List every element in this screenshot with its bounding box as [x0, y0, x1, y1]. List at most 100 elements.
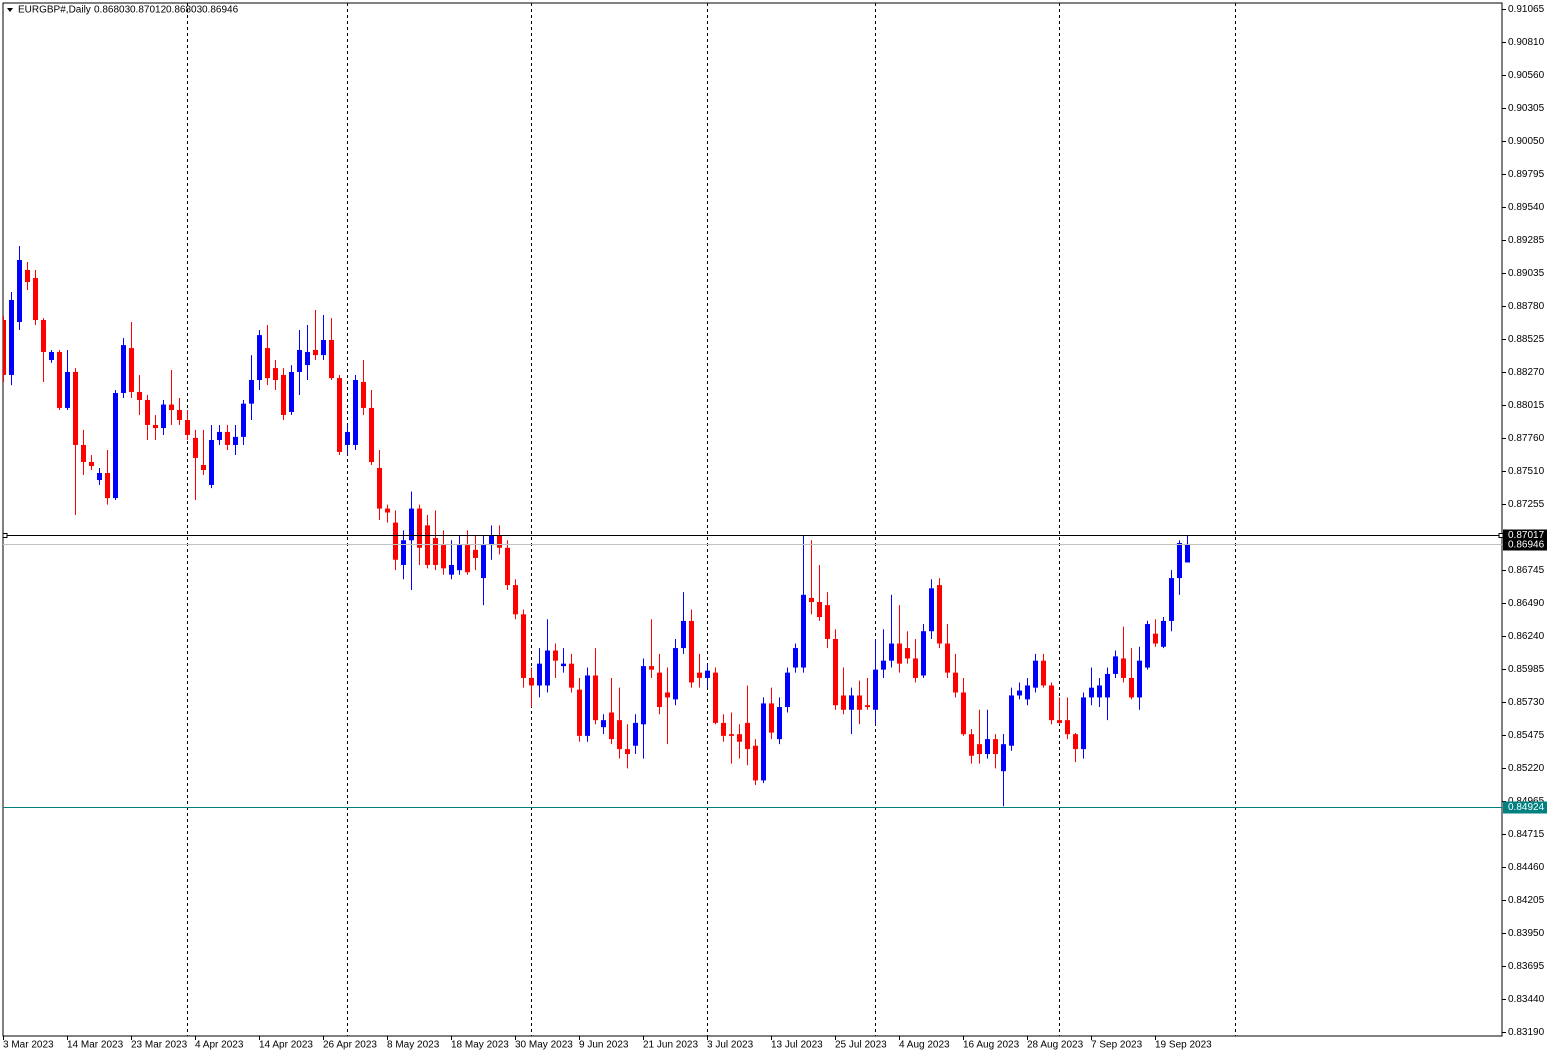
candle-body — [425, 525, 430, 565]
candle-body — [1161, 620, 1166, 647]
candle-body — [913, 658, 918, 678]
x-tick-label: 26 Apr 2023 — [323, 1040, 377, 1051]
x-tick-label: 8 May 2023 — [387, 1040, 440, 1051]
candle-body — [689, 620, 694, 683]
candle-body — [401, 540, 406, 565]
y-tick-label: 0.87255 — [1508, 499, 1545, 510]
y-tick-label: 0.84715 — [1508, 829, 1545, 840]
candle-body — [177, 410, 182, 421]
candle-body — [1097, 685, 1102, 698]
candle-body — [97, 473, 102, 481]
y-tick-label: 0.86490 — [1508, 598, 1545, 609]
candle-body — [633, 722, 638, 746]
candle-body — [601, 720, 606, 728]
candle-body — [801, 594, 806, 668]
y-tick-label: 0.85220 — [1508, 763, 1545, 774]
candle-body — [673, 648, 678, 700]
candle-body — [249, 380, 254, 404]
candle-body — [953, 672, 958, 693]
x-tick-label: 14 Apr 2023 — [259, 1040, 313, 1051]
candle-body — [153, 424, 158, 429]
candle-body — [777, 707, 782, 740]
candle-body — [1145, 624, 1150, 668]
candle-body — [841, 695, 846, 710]
candle-body — [969, 734, 974, 756]
candle-body — [937, 585, 942, 644]
candle-body — [1153, 633, 1158, 644]
candle-body — [433, 538, 438, 565]
candle-body — [1001, 744, 1006, 772]
candle-body — [1065, 720, 1070, 735]
candle-body — [793, 648, 798, 668]
candle-body — [121, 345, 126, 394]
candle-body — [145, 400, 150, 425]
candle-body — [1137, 660, 1142, 698]
y-tick-label: 0.88270 — [1508, 367, 1545, 378]
candle-body — [905, 648, 910, 659]
candle-body — [385, 508, 390, 513]
y-tick-label: 0.86745 — [1508, 565, 1545, 576]
x-tick-label: 21 Jun 2023 — [643, 1040, 698, 1051]
candle-body — [929, 588, 934, 632]
candle-body — [625, 749, 630, 755]
candle-body — [729, 734, 734, 736]
candle-body — [681, 620, 686, 649]
candle-body — [1073, 734, 1078, 750]
candle-body — [881, 660, 886, 670]
candle-body — [513, 585, 518, 615]
candle-body — [1121, 658, 1126, 678]
candle-body — [193, 437, 198, 458]
candle-body — [1129, 677, 1134, 698]
candle-body — [161, 404, 166, 429]
candle-body — [3, 320, 6, 375]
candle-body — [825, 605, 830, 639]
y-tick-label: 0.87510 — [1508, 466, 1545, 477]
bid-label: 0.86946 — [1508, 540, 1545, 551]
x-tick-label: 4 Aug 2023 — [899, 1040, 950, 1051]
candle-body — [353, 380, 358, 445]
y-tick-label: 0.85730 — [1508, 697, 1545, 708]
line-handle — [1498, 533, 1504, 538]
candle-body — [33, 278, 38, 321]
candle-body — [721, 722, 726, 736]
candle-body — [41, 320, 46, 352]
candle-body — [57, 351, 62, 408]
y-tick-label: 0.87760 — [1508, 433, 1545, 444]
candle-body — [1033, 660, 1038, 688]
candle-body — [985, 739, 990, 755]
candle-body — [361, 381, 366, 408]
candle-body — [89, 461, 94, 466]
candle-body — [65, 371, 70, 408]
x-tick-label: 19 Sep 2023 — [1155, 1040, 1212, 1051]
header-low: 0.86803 — [166, 5, 203, 16]
y-tick-label: 0.89795 — [1508, 169, 1545, 180]
x-tick-label: 9 Jun 2023 — [579, 1040, 629, 1051]
candle-body — [201, 464, 206, 471]
x-tick-label: 25 Jul 2023 — [835, 1040, 887, 1051]
y-tick-label: 0.85475 — [1508, 730, 1545, 741]
candle-body — [857, 695, 862, 710]
menu-triangle[interactable] — [7, 8, 13, 12]
x-tick-label: 3 Mar 2023 — [3, 1040, 54, 1051]
y-tick-label: 0.84460 — [1508, 862, 1545, 873]
candle-body — [137, 391, 142, 401]
candle-body — [521, 614, 526, 678]
candle-body — [593, 675, 598, 721]
candle-body — [233, 436, 238, 445]
candle-body — [73, 371, 78, 445]
candle-body — [105, 473, 110, 499]
candle-body — [305, 351, 310, 366]
candle-body — [257, 335, 262, 381]
plot-frame — [2, 2, 1503, 1037]
candle-body — [313, 350, 318, 356]
candle-body — [641, 666, 646, 725]
candle-body — [209, 440, 214, 485]
candle-body — [393, 522, 398, 560]
y-tick-label: 0.83950 — [1508, 928, 1545, 939]
candle-body — [753, 745, 758, 781]
candle-body — [545, 650, 550, 686]
candle-body — [217, 431, 222, 441]
y-tick-label: 0.83440 — [1508, 994, 1545, 1005]
candle-body — [1017, 690, 1022, 696]
